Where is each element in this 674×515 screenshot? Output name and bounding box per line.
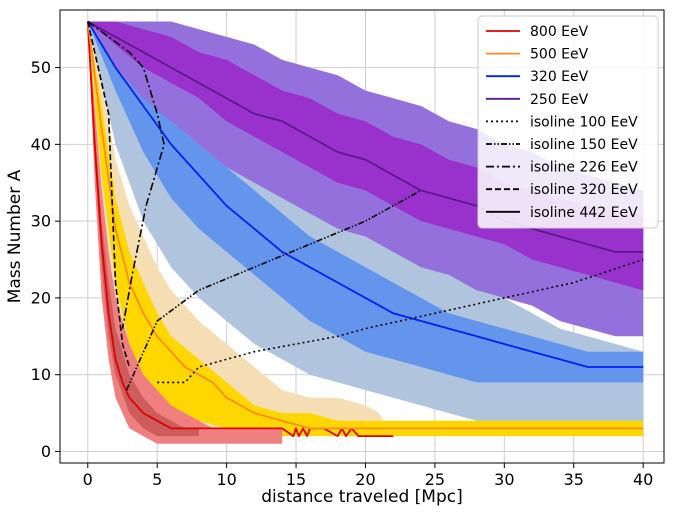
x-tick-label: 25 (425, 470, 445, 489)
x-tick-label: 15 (286, 470, 306, 489)
y-tick-label: 20 (31, 288, 51, 307)
band-800-eev-inner (87, 21, 199, 437)
x-tick-label: 30 (494, 470, 514, 489)
y-axis-label: Mass Number A (5, 169, 25, 303)
x-tick-label: 5 (152, 470, 162, 489)
legend-label: 320 EeV (530, 69, 589, 85)
series-isoline-100-eev (157, 258, 644, 384)
series-isoline-226-eev (87, 20, 165, 329)
x-tick-label: 40 (633, 470, 653, 489)
x-axis-label: distance traveled [Mpc] (261, 487, 462, 507)
band-320-eev-inner (87, 21, 644, 383)
legend-frame (477, 15, 659, 229)
series-isoline-150-eev (125, 189, 422, 391)
legend-label: isoline 320 EeV (530, 182, 638, 198)
y-tick-label: 30 (31, 212, 51, 231)
series-lines (86, 20, 644, 438)
legend-label: 500 EeV (530, 47, 589, 63)
series-isoline-320-eev (87, 21, 131, 368)
legend-label: isoline 226 EeV (530, 160, 638, 176)
x-tick-label: 0 (83, 470, 93, 489)
ticks: 0 5 10 15 20 25 30 35 40 0 10 20 30 40 50 (31, 58, 654, 489)
legend-label: isoline 150 EeV (530, 137, 638, 153)
y-tick-label: 0 (41, 442, 51, 461)
y-tick-label: 10 (31, 365, 51, 384)
series-320-eev (87, 21, 644, 368)
y-tick-label: 50 (31, 58, 51, 77)
series-800-eev (86, 21, 394, 438)
series-250-eev (87, 20, 644, 253)
y-tick-label: 40 (31, 135, 51, 154)
legend-label: 250 EeV (530, 92, 589, 108)
plot-frame (59, 9, 665, 464)
x-tick-label: 10 (216, 470, 236, 489)
legend-label: isoline 100 EeV (530, 114, 638, 130)
x-tick-label: 35 (564, 470, 584, 489)
legend-label: isoline 442 EeV (530, 205, 638, 221)
x-tick-label: 20 (355, 470, 375, 489)
legend-label: 800 EeV (530, 24, 589, 40)
series-500-eev (86, 21, 644, 430)
legend: 800 EeV 500 EeV 320 EeV 250 EeV isoline 100 … (477, 15, 659, 229)
